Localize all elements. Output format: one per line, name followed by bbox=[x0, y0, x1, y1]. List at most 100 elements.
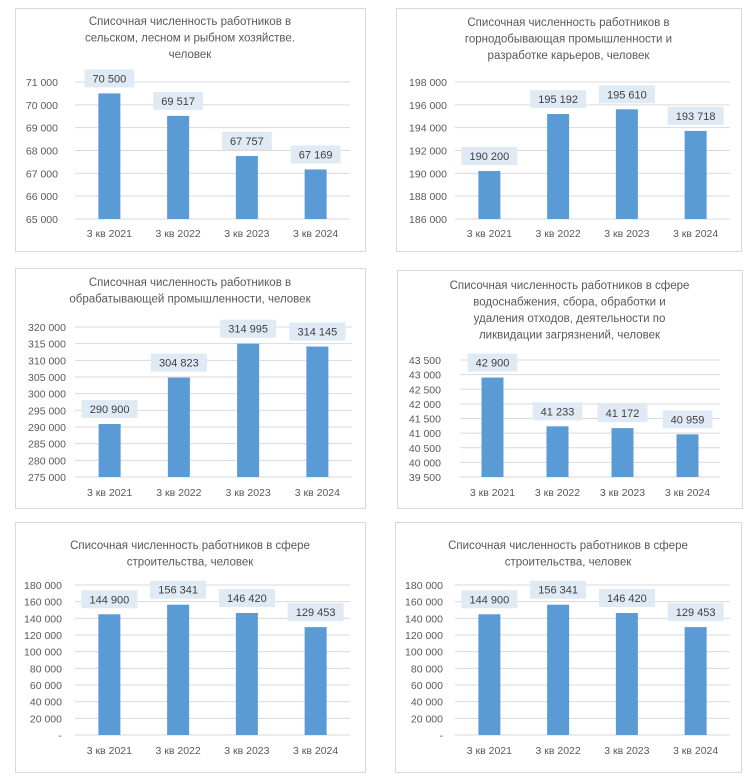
chart-title-line: Списочная численность работников в сфере bbox=[448, 540, 688, 552]
data-label-bg bbox=[81, 590, 138, 609]
y-tick-label: - bbox=[59, 730, 63, 742]
data-label: 67 757 bbox=[230, 136, 264, 148]
data-label: 146 420 bbox=[607, 593, 647, 605]
y-tick-label: 300 000 bbox=[28, 389, 66, 401]
chart-title-line: строительства, человек bbox=[505, 557, 632, 569]
y-tick-label: 43 500 bbox=[409, 355, 441, 367]
data-label: 193 718 bbox=[676, 111, 716, 123]
chart-5: Списочная численность работников в сфере… bbox=[15, 522, 366, 773]
data-label: 41 172 bbox=[606, 408, 640, 420]
y-tick-label: 60 000 bbox=[411, 680, 443, 692]
data-label-bg bbox=[530, 90, 587, 109]
data-label: 156 341 bbox=[158, 585, 198, 597]
y-tick-label: 43 000 bbox=[409, 370, 441, 382]
data-label: 41 233 bbox=[541, 406, 575, 418]
bar bbox=[547, 604, 570, 735]
bar bbox=[615, 109, 638, 219]
bar bbox=[98, 614, 121, 735]
data-label-bg bbox=[290, 145, 341, 164]
bar bbox=[167, 604, 190, 735]
x-category-label: 3 кв 2021 bbox=[467, 228, 512, 240]
data-label: 190 200 bbox=[469, 151, 509, 163]
x-category-label: 3 кв 2022 bbox=[156, 745, 201, 757]
chart-title-line: сельском, лесном и рыбном хозяйстве. bbox=[85, 33, 295, 45]
bar bbox=[306, 346, 329, 477]
x-category-label: 3 кв 2024 bbox=[673, 745, 718, 757]
x-category-label: 3 кв 2021 bbox=[467, 745, 512, 757]
data-label: 129 453 bbox=[296, 607, 336, 619]
data-label-bg bbox=[84, 69, 135, 88]
data-label: 314 995 bbox=[228, 324, 268, 336]
x-category-label: 3 кв 2023 bbox=[224, 745, 269, 757]
y-tick-label: 320 000 bbox=[28, 322, 66, 334]
bar bbox=[615, 612, 638, 735]
x-category-label: 3 кв 2021 bbox=[87, 228, 132, 240]
data-label-bg bbox=[532, 402, 583, 421]
bar bbox=[481, 377, 504, 477]
bar bbox=[547, 114, 570, 219]
chart-title-line: удаления отходов, деятельности по bbox=[474, 313, 666, 325]
data-label: 195 192 bbox=[538, 94, 578, 106]
x-category-label: 3 кв 2021 bbox=[470, 487, 515, 499]
y-tick-label: 196 000 bbox=[409, 100, 447, 112]
data-label: 40 959 bbox=[671, 414, 705, 426]
y-tick-label: 180 000 bbox=[24, 580, 62, 592]
data-label-bg bbox=[467, 353, 518, 372]
x-category-label: 3 кв 2023 bbox=[224, 228, 269, 240]
data-label-bg bbox=[598, 588, 655, 607]
x-category-label: 3 кв 2022 bbox=[536, 228, 581, 240]
y-tick-label: 160 000 bbox=[24, 597, 62, 609]
data-label-bg bbox=[597, 404, 648, 423]
data-label-bg bbox=[667, 106, 724, 125]
y-tick-label: 192 000 bbox=[409, 146, 447, 158]
y-tick-label: 100 000 bbox=[405, 647, 443, 659]
data-label: 195 610 bbox=[607, 89, 647, 101]
y-tick-label: 160 000 bbox=[405, 597, 443, 609]
y-tick-label: 275 000 bbox=[28, 472, 66, 484]
x-category-label: 3 кв 2022 bbox=[156, 487, 201, 499]
bar bbox=[611, 428, 634, 477]
chart-title-line: Списочная численность работников в bbox=[467, 17, 669, 29]
y-tick-label: 40 500 bbox=[409, 443, 441, 455]
x-category-label: 3 кв 2024 bbox=[293, 228, 338, 240]
data-label: 67 169 bbox=[299, 149, 333, 161]
x-category-label: 3 кв 2023 bbox=[226, 487, 271, 499]
x-category-label: 3 кв 2023 bbox=[604, 228, 649, 240]
data-label: 146 420 bbox=[227, 593, 267, 605]
chart-6: Списочная численность работников в сфере… bbox=[395, 522, 742, 773]
y-tick-label: 295 000 bbox=[28, 405, 66, 417]
chart-title-line: горнодобывающая промышленности и bbox=[465, 34, 672, 46]
data-label-bg bbox=[150, 353, 207, 372]
y-tick-label: 40 000 bbox=[411, 697, 443, 709]
y-tick-label: 41 500 bbox=[409, 414, 441, 426]
data-label-bg bbox=[150, 580, 207, 599]
x-category-label: 3 кв 2022 bbox=[536, 745, 581, 757]
y-tick-label: - bbox=[440, 730, 444, 742]
y-tick-label: 20 000 bbox=[30, 713, 62, 725]
chart-title-line: Списочная численность работников в сфере bbox=[70, 540, 310, 552]
bar bbox=[167, 377, 190, 477]
data-label: 290 900 bbox=[90, 404, 130, 416]
y-tick-label: 120 000 bbox=[24, 630, 62, 642]
data-label: 156 341 bbox=[538, 585, 578, 597]
data-label-bg bbox=[461, 147, 518, 166]
bar bbox=[684, 130, 707, 219]
y-tick-label: 66 000 bbox=[26, 191, 58, 203]
data-label-bg bbox=[461, 590, 518, 609]
y-tick-label: 290 000 bbox=[28, 422, 66, 434]
data-label: 144 900 bbox=[89, 594, 129, 606]
bar bbox=[98, 424, 121, 477]
y-tick-label: 80 000 bbox=[30, 663, 62, 675]
bar bbox=[546, 426, 569, 477]
y-tick-label: 198 000 bbox=[409, 77, 447, 89]
y-tick-label: 65 000 bbox=[26, 214, 58, 226]
data-label-bg bbox=[287, 603, 344, 622]
chart-2: Списочная численность работников в горнод… bbox=[396, 8, 742, 252]
y-tick-label: 315 000 bbox=[28, 339, 66, 351]
chart-title-line: Списочная численность работников в bbox=[89, 277, 291, 289]
x-category-label: 3 кв 2024 bbox=[673, 228, 718, 240]
y-tick-label: 71 000 bbox=[26, 77, 58, 89]
bar bbox=[237, 343, 260, 477]
data-label-bg bbox=[220, 319, 277, 338]
